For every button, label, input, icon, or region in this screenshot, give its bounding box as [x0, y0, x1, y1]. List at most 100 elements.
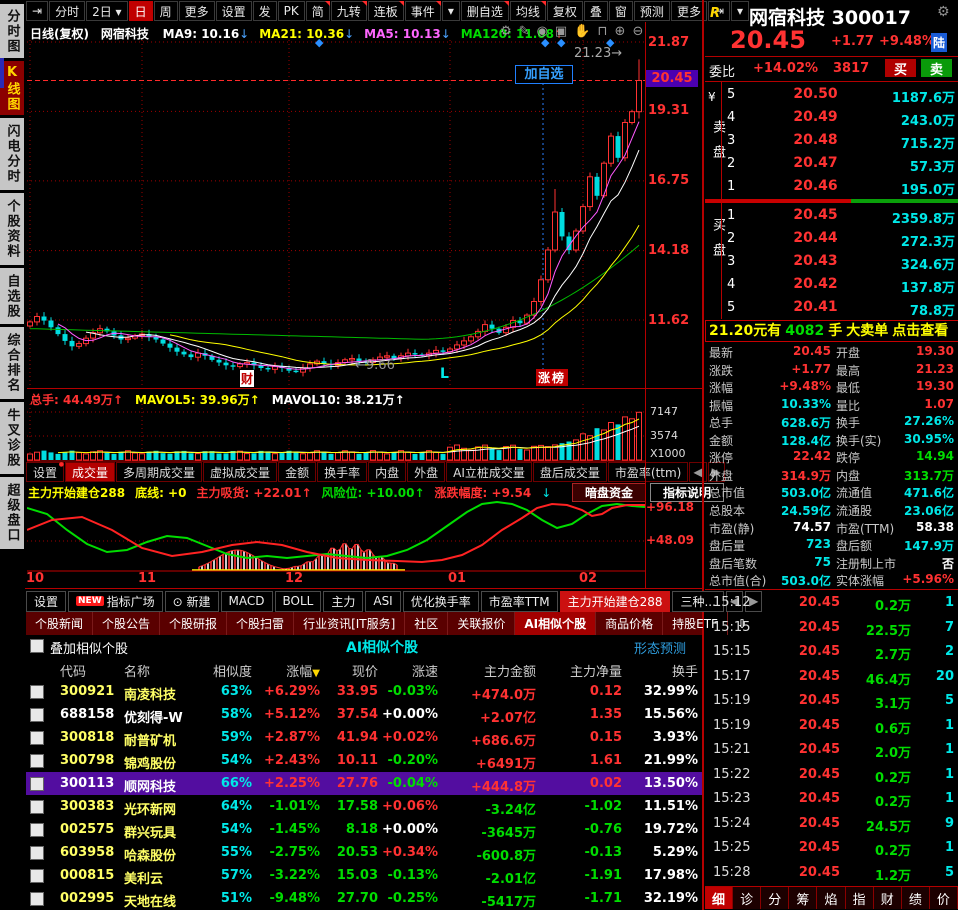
toolbar-item-12[interactable]: 连板 [367, 1, 404, 21]
draw-pencil-icon[interactable]: ✎ [518, 24, 537, 39]
dark-pool-button[interactable]: 暗盘资金 [572, 483, 646, 502]
indicator-toolbar-item-5[interactable]: BOLL [274, 590, 322, 612]
toolbar-item-22[interactable]: ⇥ [707, 1, 731, 21]
news-tab-8[interactable]: AI相似个股 [515, 612, 597, 635]
quote-tab-8[interactable]: 绩 [901, 887, 930, 909]
toolbar-item-4[interactable]: 日 [128, 1, 153, 21]
row-checkbox[interactable] [30, 685, 44, 699]
row-checkbox[interactable] [30, 754, 44, 768]
row-checkbox[interactable] [30, 869, 44, 883]
toolbar-item-2[interactable]: 分时 [49, 1, 86, 21]
news-tab-5[interactable]: 行业资讯[IT服务] [294, 612, 406, 635]
quote-tab-7[interactable]: 财 [873, 887, 902, 909]
indicator-toolbar-item-9[interactable]: 市盈率TTM [480, 590, 558, 612]
row-checkbox[interactable] [30, 800, 44, 814]
pattern-box-icon[interactable]: ▣ [554, 24, 575, 39]
toolbar-item-14[interactable]: ▾ [441, 1, 460, 21]
volume-tab-5[interactable]: 金额 [278, 462, 317, 482]
volume-tab-8[interactable]: 外盘 [407, 462, 446, 482]
add-watchlist-button[interactable]: 加自选 [515, 65, 573, 84]
indicator-chart-canvas[interactable] [27, 500, 645, 572]
sidebar-item-6[interactable]: 综合排名 [0, 327, 24, 402]
finance-event-marker[interactable]: 财 [240, 370, 255, 387]
bid-row[interactable]: 4 20.42 137.8万 [723, 274, 958, 297]
news-tab-3[interactable]: 个股研报 [160, 612, 228, 635]
table-header-8[interactable]: 主力净量 [569, 665, 622, 680]
row-checkbox[interactable] [30, 708, 44, 722]
toolbar-item-1[interactable]: ⇥ [26, 1, 49, 21]
table-row[interactable]: 300921 南凌科技 63% +6.29% 33.95 -0.03% +474.0万 0.1… [26, 680, 702, 703]
big-order-banner[interactable]: 21.20元有 4082 手大卖单 点击查看 [705, 320, 958, 342]
row-checkbox[interactable] [30, 846, 44, 860]
indicator-toolbar-item-10[interactable]: 主力开始建仓288 [559, 590, 671, 612]
indicator-toolbar-item-1[interactable]: 设置 [26, 590, 67, 612]
buy-button[interactable]: 买 [885, 59, 916, 78]
volume-tab-10[interactable]: 盘后成交量 [532, 462, 607, 482]
quote-tab-2[interactable]: 诊 [733, 887, 762, 909]
bid-row[interactable]: 1 20.45 2359.8万 [723, 205, 958, 228]
overlay-similar-checkbox[interactable] [30, 639, 44, 653]
table-header-5[interactable]: 现价 [351, 665, 378, 680]
volume-tab-9[interactable]: AI立桩成交量 [446, 462, 532, 482]
indicator-toolbar-item-6[interactable]: 主力 [323, 590, 364, 612]
sidebar-item-2[interactable]: K线图 [0, 61, 24, 118]
toolbar-item-10[interactable]: 简 [305, 1, 330, 21]
quote-tab-1[interactable]: 细 [705, 887, 734, 909]
toolbar-item-20[interactable]: 预测 [633, 1, 670, 21]
row-checkbox[interactable] [30, 823, 44, 837]
toolbar-item-7[interactable]: 设置 [215, 1, 252, 21]
table-row[interactable]: 300818 耐普矿机 59% +2.87% 41.94 +0.02% +686.6万 0.1… [26, 726, 702, 749]
table-row[interactable]: 002575 群兴玩具 54% -1.45% 8.18 +0.00% -3645万 -0.76… [26, 818, 702, 841]
sidebar-item-1[interactable]: 分时图 [0, 4, 24, 61]
quote-tab-6[interactable]: 指 [845, 887, 874, 909]
event-diamond-icon[interactable]: ◆ [541, 36, 550, 49]
row-checkbox[interactable] [30, 777, 44, 791]
gainer-list-marker[interactable]: 涨榜 [536, 369, 569, 386]
table-row[interactable]: 000815 美利云 57% -3.22% 15.03 -0.13% -2.01亿 -1.91… [26, 864, 702, 887]
volume-chart-canvas[interactable] [27, 390, 645, 462]
indicator-toolbar-item-8[interactable]: 优化换手率 [402, 590, 479, 612]
toolbar-item-21[interactable]: 更多 [670, 1, 707, 21]
news-tab-10[interactable]: 持股ETF [663, 612, 728, 635]
ask-row[interactable]: 3 20.48 715.2万 [723, 130, 958, 153]
sidebar-item-7[interactable]: 牛叉诊股 [0, 402, 24, 477]
table-row[interactable]: 603958 哈森股份 55% -2.75% 20.53 +0.34% -600.8万 -0.… [26, 841, 702, 864]
eye-icon[interactable]: ◉ [536, 24, 555, 39]
table-row[interactable]: 688158 优刻得-W 58% +5.12% 37.54 +0.00% +2.07亿 1.3… [26, 703, 702, 726]
table-header-9[interactable]: 换手 [671, 665, 698, 680]
sidebar-item-4[interactable]: 个股资料 [0, 193, 24, 268]
toolbar-item-5[interactable]: 周 [153, 1, 178, 21]
sidebar-item-5[interactable]: 自选股 [0, 268, 24, 327]
panel-gear-icon[interactable]: ⚙ [937, 4, 950, 20]
volume-tab-6[interactable]: 换手率 [317, 462, 368, 482]
ask-row[interactable]: 5 20.50 1187.6万 [723, 84, 958, 107]
sidebar-item-8[interactable]: 超级盘口 [0, 477, 24, 552]
scroll-right-arrow[interactable]: ▶ [745, 590, 763, 612]
volume-tab-11[interactable]: 市盈率(ttm) [607, 462, 689, 482]
settings-gear-icon[interactable]: ⚙ [500, 24, 519, 39]
event-diamond-icon[interactable]: ◆ [606, 36, 615, 49]
lock-icon[interactable]: ⊓ [597, 24, 615, 39]
bid-row[interactable]: 3 20.43 324.6万 [723, 251, 958, 274]
toolbar-item-19[interactable]: 窗 [608, 1, 633, 21]
toolbar-item-16[interactable]: 均线 [509, 1, 546, 21]
row-checkbox[interactable] [30, 892, 44, 906]
indicator-toolbar-item-3[interactable]: ⊙ 新建 [164, 590, 219, 612]
indicator-toolbar-item-7[interactable]: ASI [365, 590, 401, 612]
indicator-toolbar-item-2[interactable]: NEW 指标广场 [68, 590, 163, 612]
table-header-3[interactable]: 相似度 [212, 665, 252, 680]
ask-row[interactable]: 1 20.46 195.0万 [723, 176, 958, 199]
news-tab-2[interactable]: 个股公告 [93, 612, 161, 635]
indicator-toolbar-item-4[interactable]: MACD [220, 590, 273, 612]
download-icon[interactable]: ⇩ [736, 616, 747, 631]
toolbar-item-9[interactable]: PK [277, 1, 305, 21]
quote-tab-9[interactable]: 价 [929, 887, 958, 909]
scroll-left-arrow[interactable]: ◀ [689, 462, 707, 482]
volume-tab-1[interactable]: 设置 [26, 461, 64, 482]
scroll-left-arrow[interactable]: ◀ [725, 590, 744, 612]
toolbar-item-18[interactable]: 叠 [583, 1, 608, 21]
kline-chart-canvas[interactable] [27, 40, 645, 388]
indicator-help-button[interactable]: 指标说明 [650, 483, 724, 502]
table-header-2[interactable]: 名称 [124, 665, 151, 680]
table-row[interactable]: 300798 锦鸡股份 54% +2.43% 10.11 -0.20% +6491万 1.61… [26, 749, 702, 772]
